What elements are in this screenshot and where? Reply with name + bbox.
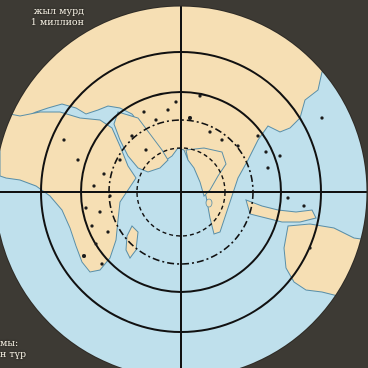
site-marker bbox=[236, 144, 239, 147]
site-marker bbox=[130, 134, 133, 137]
site-marker bbox=[286, 196, 289, 199]
top-caption: жыл мурд 1 миллион bbox=[0, 6, 84, 28]
site-marker bbox=[118, 158, 121, 161]
site-marker bbox=[278, 154, 281, 157]
site-marker bbox=[106, 230, 109, 233]
site-marker bbox=[302, 204, 305, 207]
site-marker bbox=[108, 194, 111, 197]
site-marker bbox=[320, 116, 323, 119]
site-marker bbox=[188, 116, 192, 120]
site-marker bbox=[256, 134, 259, 137]
site-marker bbox=[76, 158, 79, 161]
site-marker bbox=[264, 150, 267, 153]
site-marker bbox=[308, 246, 311, 249]
site-marker bbox=[84, 206, 87, 209]
site-marker bbox=[90, 224, 93, 227]
site-marker bbox=[100, 262, 103, 265]
site-marker bbox=[98, 210, 101, 213]
sri-lanka-landmass bbox=[206, 199, 212, 207]
site-marker bbox=[198, 94, 201, 97]
site-marker bbox=[82, 254, 86, 258]
site-marker bbox=[94, 242, 97, 245]
site-marker bbox=[174, 100, 177, 103]
bottom-caption: мы: н түр bbox=[0, 338, 60, 360]
site-marker bbox=[220, 138, 223, 141]
site-marker bbox=[266, 166, 269, 169]
site-marker bbox=[62, 138, 65, 141]
site-marker bbox=[142, 110, 145, 113]
site-marker bbox=[154, 118, 157, 121]
site-marker bbox=[92, 184, 95, 187]
site-marker bbox=[102, 172, 105, 175]
site-marker bbox=[144, 148, 147, 151]
site-marker bbox=[166, 108, 169, 111]
site-marker bbox=[208, 130, 211, 133]
